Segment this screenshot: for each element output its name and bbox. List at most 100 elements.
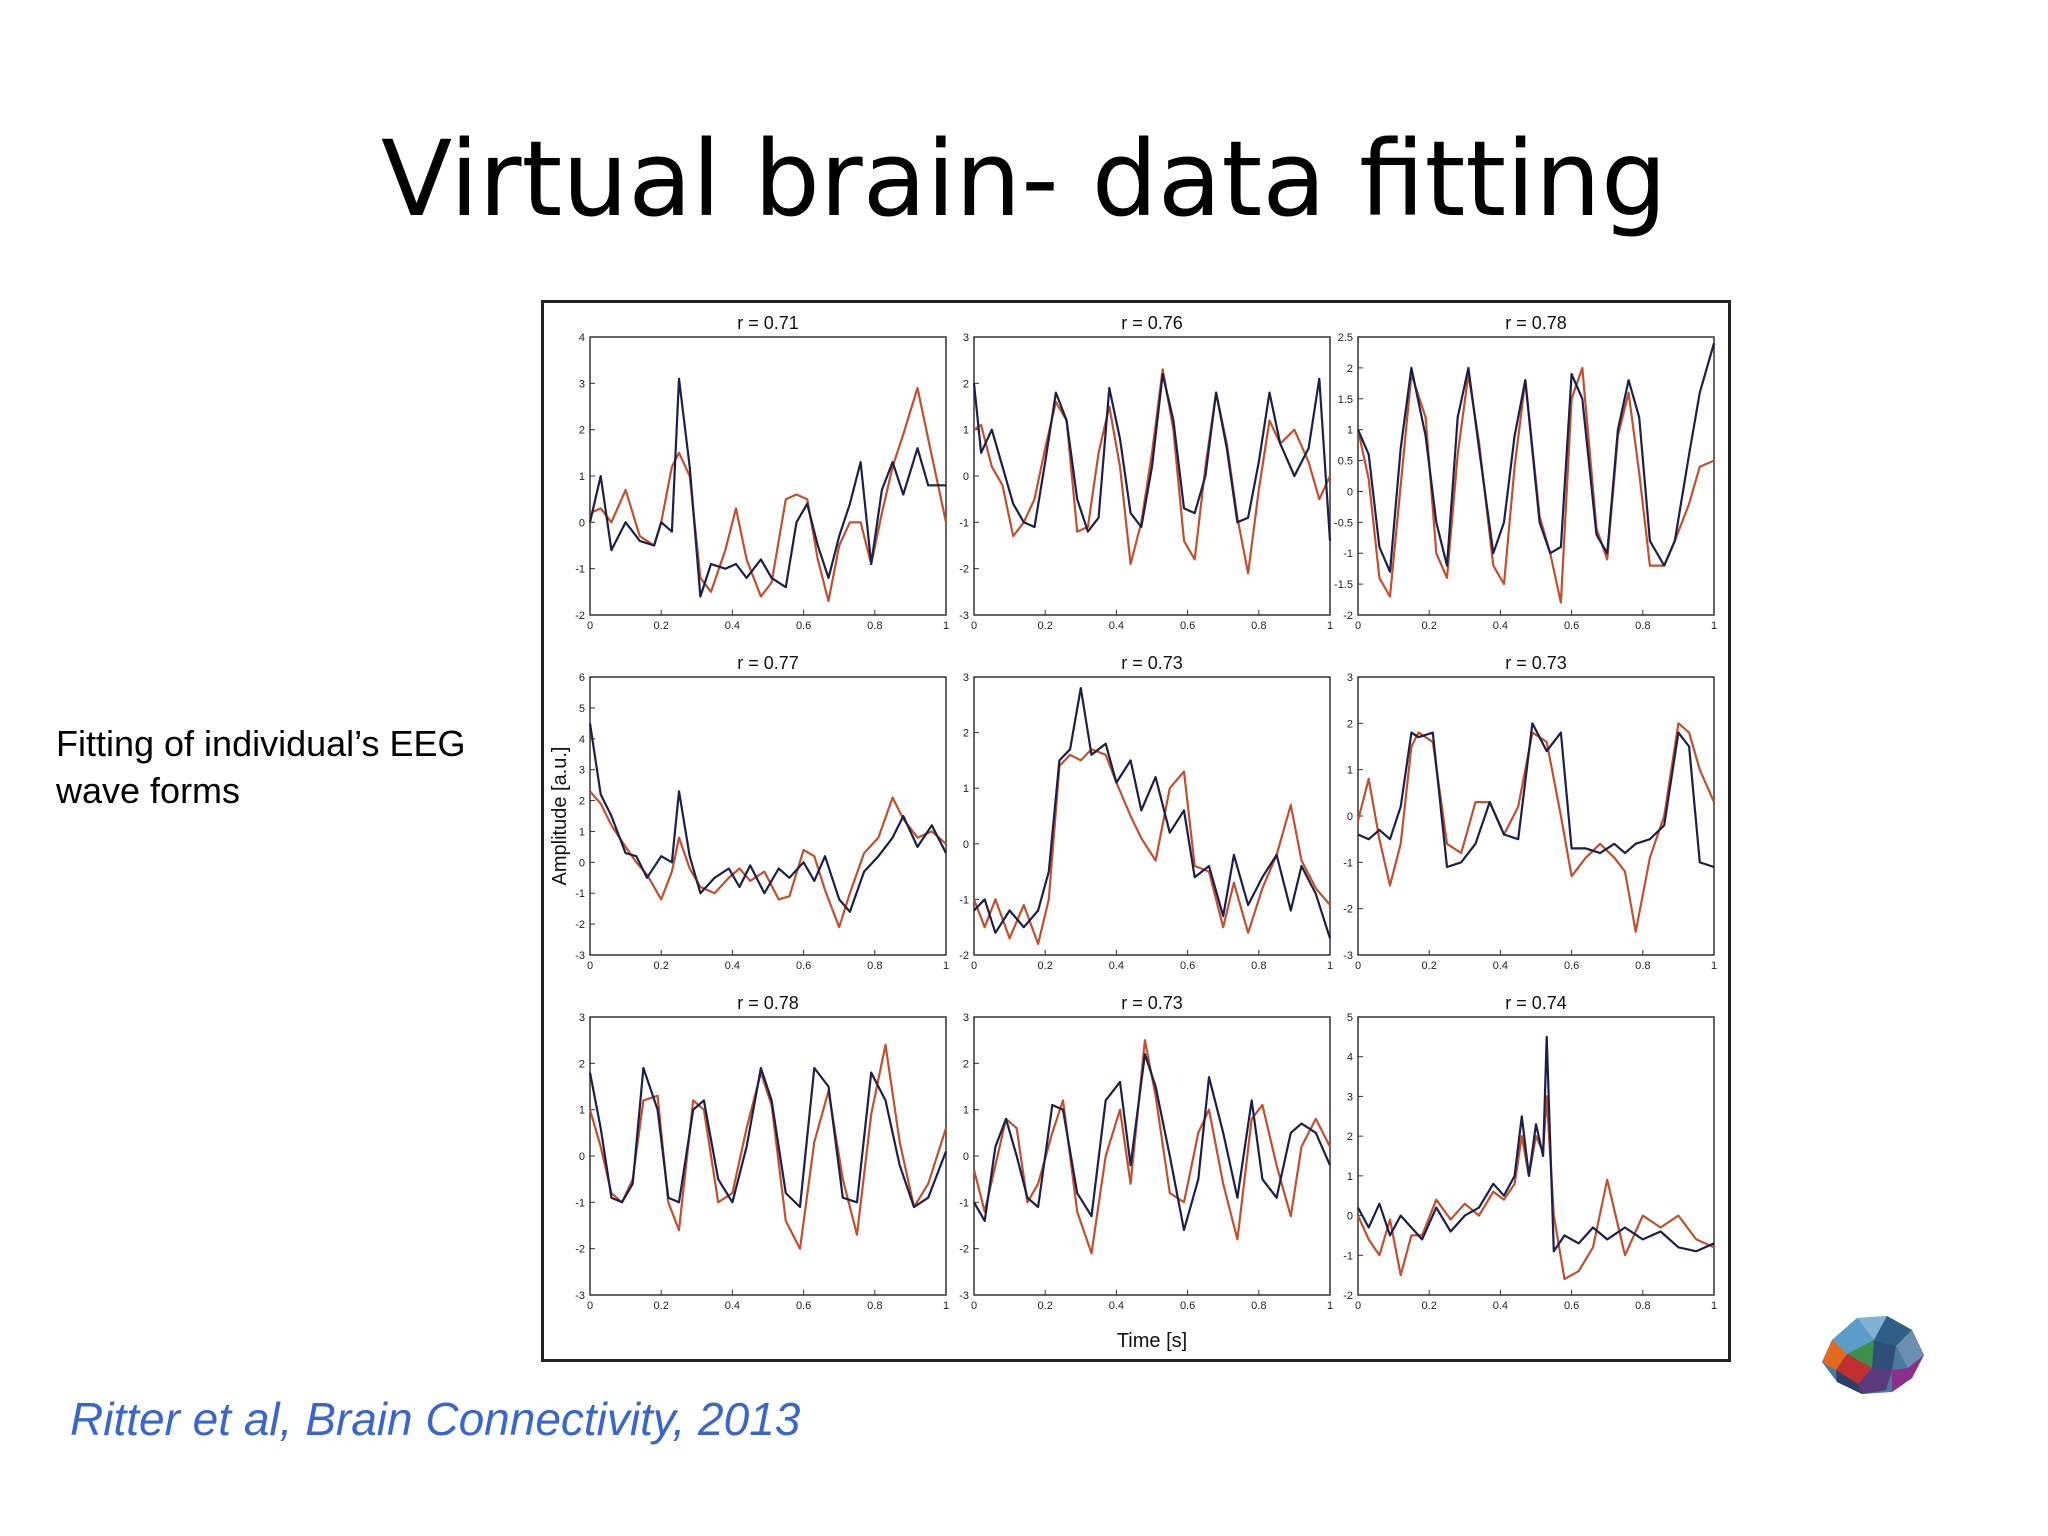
x-tick-label: 0.8	[1635, 620, 1650, 632]
y-tick-label: 4	[1347, 1052, 1353, 1064]
y-tick-label: 6	[579, 672, 585, 684]
y-tick-label: -1	[1343, 1250, 1353, 1262]
y-tick-label: 0	[1347, 486, 1353, 498]
figure-caption: Fitting of individual’s EEG wave forms	[56, 723, 466, 811]
x-tick-label: 0.8	[1251, 960, 1266, 972]
chart-grid: r = 0.71 -2 -1 0 1 2 3 4 0 0.2 0.4 0.6 0.8 1 r = 0.76 -…	[549, 313, 1717, 1352]
x-tick-label: 0	[587, 620, 593, 632]
x-tick-label: 0	[971, 620, 977, 632]
x-tick-label: 0	[1355, 960, 1361, 972]
y-tick-label: -2	[575, 919, 585, 931]
panel-title: r = 0.77	[737, 653, 799, 673]
y-tick-label: 0.5	[1338, 456, 1353, 468]
x-tick-label: 1	[1327, 1300, 1333, 1312]
y-tick-label: 0	[1347, 811, 1353, 823]
y-tick-label: 5	[579, 703, 585, 715]
simulated-series-line	[972, 748, 1331, 946]
y-tick-label: -3	[959, 1290, 969, 1302]
y-tick-label: -2	[1343, 610, 1353, 622]
y-tick-label: 2	[1347, 718, 1353, 730]
x-tick-label: 1	[1711, 960, 1717, 972]
eeg-fitting-figure: r = 0.71 -2 -1 0 1 2 3 4 0 0.2 0.4 0.6 0.8 1 r = 0.76 -…	[541, 300, 1731, 1362]
x-tick-label: 0.2	[654, 620, 669, 632]
y-tick-label: 2	[963, 1058, 969, 1070]
panel-frame	[589, 1016, 947, 1296]
empirical-series-line	[973, 687, 1332, 939]
x-tick-label: 0	[587, 960, 593, 972]
y-tick-label: 2	[579, 425, 585, 437]
x-tick-label: 0.4	[1493, 960, 1508, 972]
x-tick-label: 0	[1355, 620, 1361, 632]
y-tick-label: 5	[1347, 1012, 1353, 1024]
y-tick-label: 2	[579, 1058, 585, 1070]
x-tick-label: 1	[1711, 620, 1717, 632]
panel-title: r = 0.78	[1505, 313, 1567, 333]
panel-frame	[1357, 676, 1715, 956]
y-tick-label: 3	[963, 1012, 969, 1024]
panel-title: r = 0.73	[1505, 653, 1567, 673]
x-tick-label: 1	[943, 1300, 949, 1312]
panel-frame	[973, 676, 1331, 956]
x-tick-label: 1	[943, 960, 949, 972]
citation: Ritter et al, Brain Connectivity, 2013	[70, 1393, 801, 1445]
x-tick-label: 1	[1327, 960, 1333, 972]
y-tick-label: 1	[1347, 1171, 1353, 1183]
y-tick-label: 4	[579, 332, 585, 344]
y-tick-label: -1	[575, 1197, 585, 1209]
y-tick-label: 3	[1347, 672, 1353, 684]
x-tick-label: 0	[1355, 1300, 1361, 1312]
y-tick-label: 0	[579, 1151, 585, 1163]
y-tick-label: 3	[579, 765, 585, 777]
y-tick-label: -1	[575, 888, 585, 900]
x-tick-label: 0.8	[1251, 620, 1266, 632]
x-tick-label: 0.4	[1109, 1300, 1124, 1312]
y-tick-label: -2	[575, 610, 585, 622]
x-tick-label: 1	[1327, 620, 1333, 632]
simulated-series-line	[972, 1039, 1331, 1255]
x-axis-label: Time [s]	[1117, 1330, 1187, 1352]
x-tick-label: 0.6	[1180, 1300, 1195, 1312]
panel-frame	[1357, 1016, 1715, 1296]
simulated-series-line	[1356, 722, 1716, 933]
y-tick-label: -3	[575, 1290, 585, 1302]
x-tick-label: 0.2	[1422, 960, 1437, 972]
x-tick-label: 0.4	[725, 960, 740, 972]
x-tick-label: 0.6	[1564, 960, 1579, 972]
x-tick-label: 0	[971, 1300, 977, 1312]
y-tick-label: 0	[579, 857, 585, 869]
empirical-series-line	[588, 377, 946, 598]
x-tick-label: 0.2	[1038, 960, 1053, 972]
y-tick-label: 2	[1347, 363, 1353, 375]
y-tick-label: 0	[963, 1151, 969, 1163]
y-tick-label: 1	[1347, 425, 1353, 437]
panel-title: r = 0.74	[1505, 993, 1567, 1013]
y-tick-label: -1	[1343, 548, 1353, 560]
y-tick-label: 3	[1347, 1091, 1353, 1103]
x-tick-label: 0	[971, 960, 977, 972]
y-tick-label: 2	[1347, 1131, 1353, 1143]
x-tick-label: 0.4	[725, 620, 740, 632]
y-tick-label: 3	[579, 1012, 585, 1024]
y-tick-label: -0.5	[1334, 517, 1353, 529]
y-tick-label: 1	[963, 783, 969, 795]
simulated-series-line	[588, 1043, 948, 1250]
y-tick-label: 0	[963, 471, 969, 483]
brain-logo-icon	[1822, 1316, 1924, 1394]
y-tick-label: 1	[579, 471, 585, 483]
y-tick-label: 0	[963, 839, 969, 851]
x-tick-label: 0.6	[1564, 1300, 1579, 1312]
y-tick-label: -3	[959, 610, 969, 622]
x-tick-label: 0.8	[867, 620, 882, 632]
y-tick-label: -1	[959, 894, 969, 906]
x-tick-label: 0.4	[1493, 620, 1508, 632]
y-tick-label: -2	[1343, 1290, 1353, 1302]
empirical-series-line	[1357, 1035, 1715, 1253]
x-tick-label: 1	[943, 620, 949, 632]
x-tick-label: 0.4	[1493, 1300, 1508, 1312]
y-tick-label: 1	[963, 1105, 969, 1117]
panel-frame	[589, 676, 947, 956]
simulated-series-line	[973, 368, 1331, 575]
panel-title: r = 0.73	[1121, 993, 1183, 1013]
panel-frame	[973, 1016, 1331, 1296]
y-tick-label: 0	[1347, 1211, 1353, 1223]
